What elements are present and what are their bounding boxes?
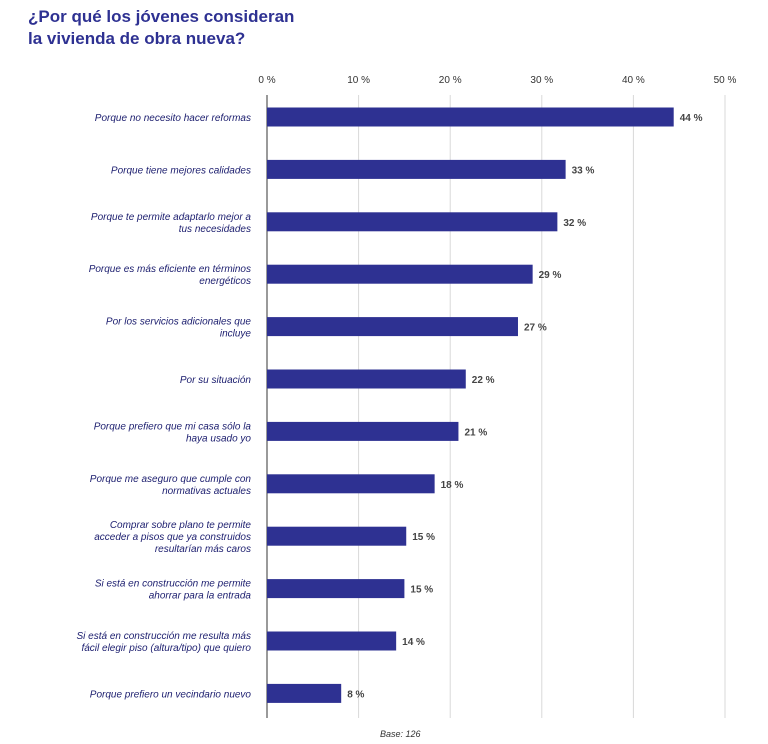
category-label: Si está en construcción me permite ahorra… [95, 579, 252, 602]
category-label: Porque prefiero que mi casa sólo la haya … [94, 421, 252, 444]
bar [267, 317, 518, 337]
value-label: 15 % [410, 585, 433, 596]
category-label: Por su situación [180, 375, 252, 386]
category-label-line: Porque prefiero un vecindario nuevo [90, 689, 252, 700]
category-label: Porque me aseguro que cumple con normativ… [90, 474, 252, 497]
base-note: Base: 126 [380, 729, 421, 739]
category-label-line: Por los servicios adicionales que [106, 317, 252, 328]
category-label-line: Porque tiene mejores calidades [111, 165, 251, 176]
category-label-line: ahorrar para la entrada [149, 591, 252, 602]
category-label: Porque es más eficiente en términos energ… [89, 264, 251, 287]
bar [267, 474, 435, 494]
x-axis-ticks: 0 % 10 % 20 % 30 % 40 % 50 % [258, 75, 736, 86]
value-label: 27 % [524, 323, 547, 334]
value-labels: 44 % 33 % 32 % 29 % 27 % 22 % 21 % 18 % 15 % 15 %… [347, 113, 702, 700]
x-tick-label: 50 % [714, 75, 737, 86]
category-label-line: Porque es más eficiente en términos [89, 264, 251, 275]
value-label: 15 % [412, 532, 435, 543]
category-label-line: resultarían más caros [155, 544, 251, 555]
category-label-line: normativas actuales [162, 486, 251, 497]
chart-title-line-2: la vivienda de obra nueva? [28, 29, 246, 48]
bar [267, 369, 466, 389]
category-label-line: tus necesidades [179, 224, 251, 235]
category-label-line: Porque prefiero que mi casa sólo la [94, 421, 252, 432]
category-label-line: incluye [220, 329, 252, 340]
category-label-line: Porque te permite adaptarlo mejor a [91, 212, 252, 223]
value-label: 33 % [572, 165, 595, 176]
value-label: 44 % [680, 113, 703, 124]
x-tick-label: 20 % [439, 75, 462, 86]
x-tick-label: 30 % [530, 75, 553, 86]
value-label: 32 % [563, 218, 586, 229]
value-label: 29 % [539, 270, 562, 281]
bar [267, 631, 397, 651]
category-label: Porque no necesito hacer reformas [95, 113, 251, 124]
category-label-line: fácil elegir piso (altura/tipo) que quie… [81, 643, 251, 654]
category-label-line: Porque me aseguro que cumple con [90, 474, 252, 485]
value-label: 8 % [347, 689, 364, 700]
category-label: Porque te permite adaptarlo mejor a tus n… [91, 212, 252, 235]
value-label: 21 % [464, 427, 487, 438]
category-label: Porque tiene mejores calidades [111, 165, 251, 176]
category-label-line: haya usado yo [186, 433, 251, 444]
bar [267, 107, 674, 127]
bar [267, 212, 558, 232]
category-label: Comprar sobre plano te permite acceder a … [94, 520, 251, 555]
bar [267, 421, 459, 441]
bar [267, 579, 405, 599]
category-label-line: energéticos [199, 276, 251, 287]
bar [267, 159, 566, 179]
chart-title-line-1: ¿Por qué los jóvenes consideran [28, 7, 295, 26]
category-label: Si está en construcción me resulta más fá… [76, 631, 251, 654]
category-label-line: Si está en construcción me resulta más [76, 631, 251, 642]
bar [267, 683, 342, 703]
value-label: 22 % [472, 375, 495, 386]
category-labels: Porque no necesito hacer reformas Porque … [76, 113, 251, 700]
bar [267, 526, 407, 546]
category-label-line: Porque no necesito hacer reformas [95, 113, 251, 124]
bar [267, 264, 533, 284]
bars [267, 107, 674, 703]
x-tick-label: 40 % [622, 75, 645, 86]
x-tick-label: 10 % [347, 75, 370, 86]
category-label-line: acceder a pisos que ya construidos [94, 532, 251, 543]
category-label-line: Por su situación [180, 375, 252, 386]
chart-title: ¿Por qué los jóvenes consideran la vivie… [28, 6, 294, 50]
category-label-line: Comprar sobre plano te permite [110, 520, 252, 531]
x-tick-label: 0 % [258, 75, 275, 86]
category-label: Porque prefiero un vecindario nuevo [90, 689, 252, 700]
value-label: 18 % [441, 480, 464, 491]
gridlines [266, 95, 726, 718]
category-label-line: Si está en construcción me permite [95, 579, 252, 590]
value-label: 14 % [402, 637, 425, 648]
category-label: Por los servicios adicionales que incluye [106, 317, 252, 340]
